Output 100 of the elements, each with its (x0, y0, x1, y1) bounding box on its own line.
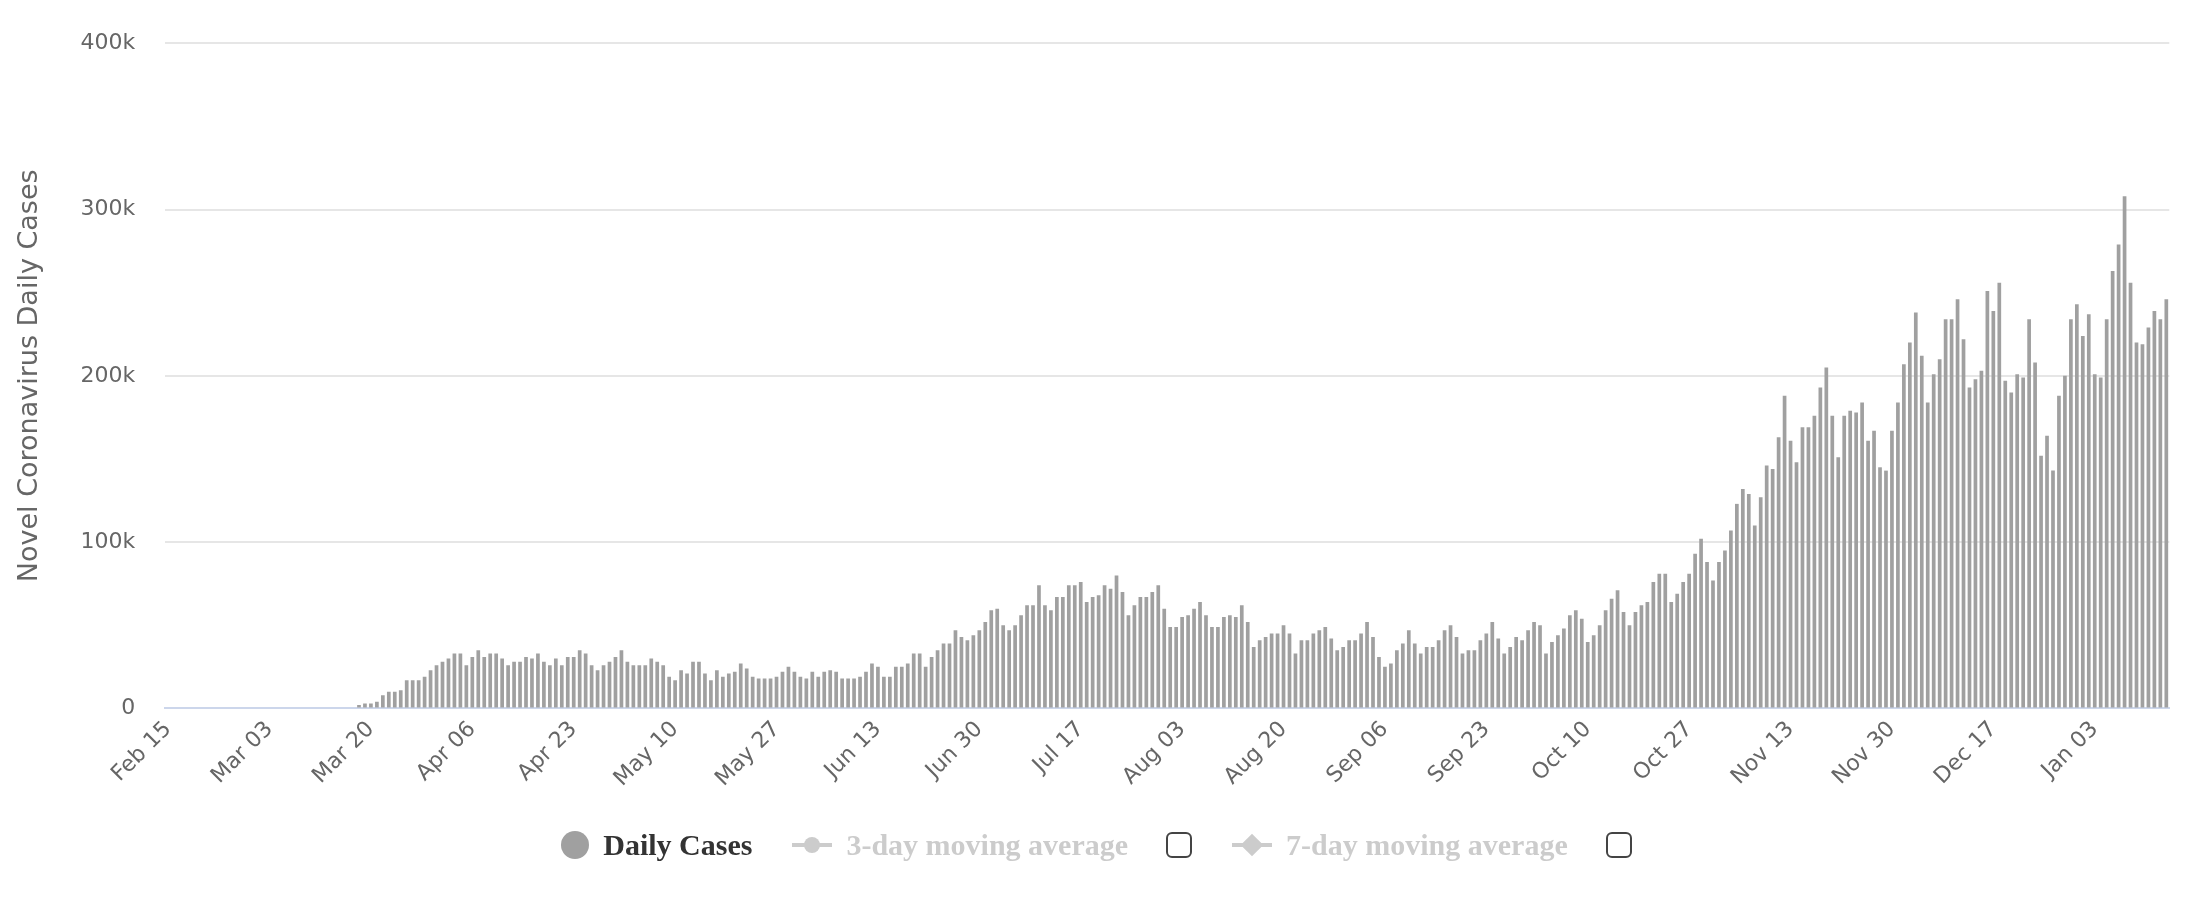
bar (2033, 362, 2037, 708)
bar (1538, 625, 1542, 708)
bar (1490, 621, 1495, 708)
bar (476, 650, 481, 708)
bar (1019, 615, 1023, 708)
bar (482, 656, 487, 708)
bar (542, 661, 546, 708)
bar (1371, 636, 1375, 708)
bar (1216, 626, 1220, 708)
bar (398, 690, 403, 708)
x-tick-label: Oct 27 (1627, 715, 1697, 785)
bar (1013, 625, 1017, 708)
bar (977, 630, 982, 708)
bar (1705, 562, 1709, 708)
bar (1424, 646, 1429, 708)
bar (685, 673, 689, 708)
bar (1412, 643, 1417, 708)
x-tick-label: Sep 06 (1320, 715, 1393, 788)
bar (1418, 653, 1423, 708)
bar (1746, 493, 1751, 708)
x-tick-label: Dec 17 (1928, 715, 2001, 789)
bar (989, 610, 994, 708)
bar (1186, 615, 1190, 708)
bar (1168, 626, 1173, 708)
bar (1752, 525, 1757, 708)
bar (655, 661, 660, 708)
bar (1890, 430, 1894, 708)
x-tick-label: Jul 17 (1025, 715, 1089, 779)
bar (1174, 626, 1179, 708)
bar (1663, 573, 1668, 708)
bar (512, 661, 516, 708)
bar (816, 676, 821, 708)
bar (1669, 602, 1674, 708)
bar (363, 703, 367, 708)
bar (667, 676, 672, 708)
bar (1913, 312, 1918, 708)
bar (2051, 470, 2055, 708)
bar (1150, 592, 1155, 708)
bar (386, 691, 391, 708)
x-tick-label: Nov 13 (1725, 715, 1799, 789)
bar (536, 653, 540, 708)
legend-label: Daily Cases (603, 828, 753, 862)
x-tick-label: Jan 03 (2034, 715, 2103, 784)
bar (1192, 608, 1196, 708)
bar (1341, 646, 1346, 708)
bar (1896, 402, 1900, 708)
x-tick-label: Mar 03 (205, 715, 278, 788)
bar (1842, 415, 1847, 708)
bar (995, 608, 1000, 708)
bar (1579, 618, 1584, 708)
bar (1007, 630, 1011, 708)
bar (1573, 610, 1578, 708)
bar (524, 656, 528, 708)
bar (1735, 503, 1739, 708)
bar (1919, 355, 1924, 708)
bar (1496, 638, 1501, 708)
bar (1597, 625, 1602, 708)
bar (1144, 597, 1149, 708)
bar (858, 676, 862, 708)
bar (1043, 605, 1047, 708)
bar (1907, 342, 1912, 708)
bar (2098, 377, 2103, 708)
bar (1556, 635, 1560, 708)
bar (1329, 638, 1334, 708)
bar (1693, 553, 1697, 708)
bar (1233, 616, 1238, 708)
bar (697, 661, 701, 708)
bar (1060, 597, 1065, 708)
bar (1430, 646, 1435, 708)
bar (2021, 377, 2026, 708)
bar (810, 671, 815, 708)
bar (1162, 608, 1167, 708)
x-tick-label: Jun 30 (918, 715, 987, 784)
bar (1049, 610, 1053, 708)
bar (1084, 602, 1089, 708)
bar (709, 680, 713, 708)
bar (1508, 646, 1513, 708)
bar (1884, 470, 1888, 708)
bar (571, 656, 576, 708)
bar (2092, 374, 2097, 708)
bar (1520, 640, 1524, 708)
bar (1251, 646, 1256, 708)
bar (2045, 435, 2049, 708)
bar (834, 671, 839, 708)
bar (381, 695, 385, 708)
bar (1675, 593, 1680, 708)
bar (2057, 395, 2061, 708)
bar (643, 665, 648, 708)
bar (726, 673, 731, 708)
bar (1317, 630, 1322, 708)
bar (888, 676, 892, 708)
bar (2075, 304, 2079, 708)
bar (720, 676, 725, 708)
bar (1090, 597, 1095, 708)
bar (899, 666, 904, 708)
bar (744, 668, 749, 708)
bar (470, 656, 475, 708)
bar (1729, 530, 1733, 708)
bar (905, 663, 910, 708)
bar (1651, 582, 1656, 708)
